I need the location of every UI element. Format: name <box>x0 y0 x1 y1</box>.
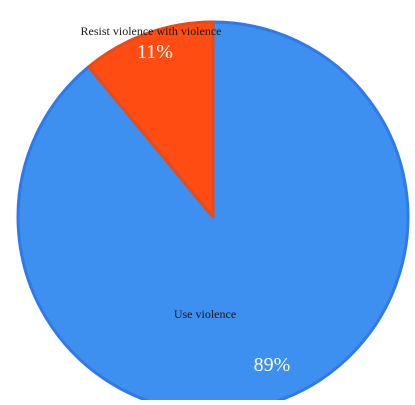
pie-slice-resist-violence <box>87 20 215 219</box>
slice-label-resist-violence: Resist violence with violence <box>81 24 222 38</box>
slice-value-resist-violence: 11% <box>137 41 173 63</box>
slices-layer <box>16 20 410 405</box>
labels-layer: Use violence 89% Resist violence with viol… <box>81 24 291 376</box>
slice-value-use-violence: 89% <box>254 354 291 376</box>
slice-label-use-violence: Use violence <box>174 307 236 321</box>
